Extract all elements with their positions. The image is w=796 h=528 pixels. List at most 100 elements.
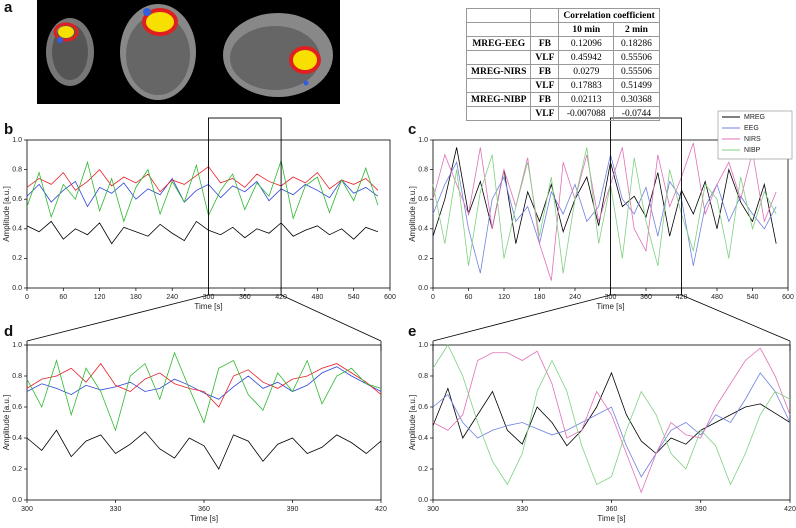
table-row: 10 min 2 min [465,22,660,37]
panel-label: b [4,121,13,138]
data-line [26,429,382,470]
table-cell [465,8,532,23]
table-cell [530,8,560,23]
table-cell: VLF [530,106,560,121]
table-cell [530,22,560,37]
table-cell: 0.51499 [613,78,660,93]
table-cell: VLF [530,50,560,65]
table-cell: MREG-NIBP [465,92,532,107]
data-line [26,362,382,408]
x-tick-label: 330 [110,506,122,513]
panel-label: c [408,121,416,138]
brain-images [37,0,340,104]
legend-frame [717,110,793,160]
data-line [26,351,382,432]
zoom-connector [432,294,611,342]
x-axis-label: Time [s] [194,302,222,311]
y-tick-label: 0.8 [418,373,428,380]
x-tick-label: 300 [427,506,439,513]
x-tick-label: 420 [275,294,287,301]
data-line [26,166,379,193]
table-row: MREG-NIBP FB 0.02113 0.30368 [465,92,660,107]
table-cell [465,78,532,93]
x-axis-label: Time [s] [597,514,625,523]
data-line [432,147,777,244]
table-cell: 0.02113 [558,92,615,107]
table-cell: FB [530,64,560,79]
table-cell [465,22,532,37]
data-line [432,154,777,274]
table-cell: MREG-EEG [465,36,532,51]
table-row: VLF 0.17883 0.51499 [465,78,660,93]
data-line [26,366,382,400]
legend-label: MREG [744,114,765,121]
table-cell: VLF [530,78,560,93]
y-tick-label: 0.4 [418,435,428,442]
x-tick-label: 480 [312,294,324,301]
panel-label: d [4,323,13,340]
x-tick-label: 480 [711,294,723,301]
x-tick-label: 600 [384,294,396,301]
y-tick-label: 0.6 [418,404,428,411]
table-cell: 0.45942 [558,50,615,65]
y-tick-label: 1.0 [418,137,428,144]
x-tick-label: 540 [348,294,360,301]
y-tick-label: 0.0 [418,497,428,504]
table-cell: -0.0744 [613,106,660,121]
y-tick-label: 1.0 [12,342,22,349]
x-tick-label: 180 [534,294,546,301]
x-tick-label: 540 [747,294,759,301]
table-body: Correlation coefficient 10 min 2 min MREG-E… [465,8,660,121]
table-cell: 2 min [613,22,660,37]
table-row: MREG-NIRS FB 0.0279 0.55506 [465,64,660,79]
zoom-connector [681,294,791,342]
x-tick-label: 240 [166,294,178,301]
data-line [432,147,777,274]
x-tick-label: 300 [605,294,617,301]
x-tick-label: 420 [676,294,688,301]
x-axis-label: Time [s] [596,302,624,311]
zoom-box [208,117,282,296]
table-row: VLF 0.45942 0.55506 [465,50,660,65]
x-tick-label: 390 [287,506,299,513]
table-row: Correlation coefficient [465,8,660,23]
table-cell: 10 min [558,22,615,37]
y-tick-label: 0.8 [12,166,22,173]
y-tick-label: 0.8 [418,166,428,173]
data-line [26,177,379,208]
y-tick-label: 0.0 [12,285,22,292]
zoom-box [610,117,682,296]
y-axis-label: Amplitude [a.u.] [2,186,11,242]
data-line [26,220,379,245]
x-tick-label: 360 [606,506,618,513]
y-tick-label: 0.8 [12,373,22,380]
table-cell: -0.007088 [558,106,615,121]
data-line [26,159,379,223]
y-tick-label: 0.0 [418,285,428,292]
y-axis-label: Amplitude [a.u.] [2,395,11,451]
correlation-table: Correlation coefficient 10 min 2 min MREG-E… [465,8,660,121]
y-tick-label: 0.2 [418,466,428,473]
table-cell: FB [530,36,560,51]
zoom-connector [280,294,382,342]
x-tick-label: 360 [239,294,251,301]
x-tick-label: 60 [59,294,67,301]
x-tick-label: 120 [498,294,510,301]
panel-label: a [4,0,13,16]
y-tick-label: 0.2 [12,255,22,262]
table-cell: FB [530,92,560,107]
legend-label: NIRS [744,136,761,143]
data-line [432,372,791,478]
x-axis-label: Time [s] [190,514,218,523]
x-tick-label: 600 [782,294,794,301]
y-tick-label: 1.0 [418,342,428,349]
y-tick-label: 0.6 [12,404,22,411]
y-tick-label: 1.0 [12,137,22,144]
x-tick-label: 300 [21,506,33,513]
x-tick-label: 0 [431,294,435,301]
y-axis-label: Amplitude [a.u.] [408,395,417,451]
y-tick-label: 0.6 [418,196,428,203]
table-cell: 0.17883 [558,78,615,93]
